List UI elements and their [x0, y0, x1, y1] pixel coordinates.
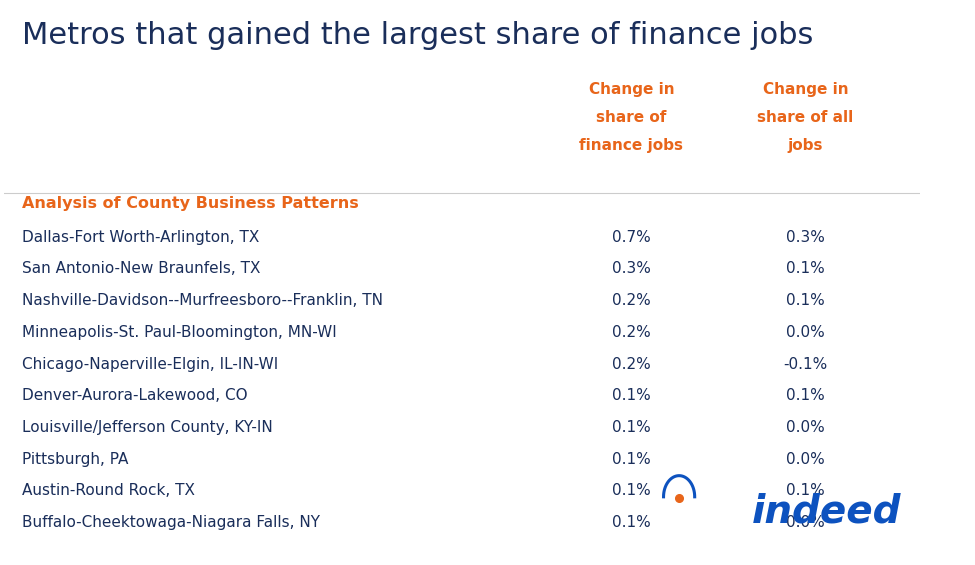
Text: 0.1%: 0.1% — [612, 452, 651, 467]
Text: 0.1%: 0.1% — [786, 262, 825, 276]
Text: 0.1%: 0.1% — [612, 420, 651, 435]
Text: 0.0%: 0.0% — [786, 452, 825, 467]
Text: 0.2%: 0.2% — [612, 325, 651, 340]
Text: 0.1%: 0.1% — [612, 515, 651, 530]
Text: 0.7%: 0.7% — [612, 229, 651, 245]
Text: 0.0%: 0.0% — [786, 515, 825, 530]
Text: Minneapolis-St. Paul-Bloomington, MN-WI: Minneapolis-St. Paul-Bloomington, MN-WI — [22, 325, 337, 340]
Text: Change in: Change in — [589, 82, 675, 97]
Text: 0.0%: 0.0% — [786, 420, 825, 435]
Text: Austin-Round Rock, TX: Austin-Round Rock, TX — [22, 484, 195, 498]
Text: 0.1%: 0.1% — [786, 388, 825, 403]
Text: 0.2%: 0.2% — [612, 357, 651, 372]
Text: 0.1%: 0.1% — [786, 484, 825, 498]
Text: share of: share of — [597, 110, 667, 125]
Text: Analysis of County Business Patterns: Analysis of County Business Patterns — [22, 196, 359, 211]
Text: Buffalo-Cheektowaga-Niagara Falls, NY: Buffalo-Cheektowaga-Niagara Falls, NY — [22, 515, 321, 530]
Text: Metros that gained the largest share of finance jobs: Metros that gained the largest share of … — [22, 21, 814, 50]
Text: 0.1%: 0.1% — [786, 293, 825, 308]
Text: 0.0%: 0.0% — [786, 325, 825, 340]
Text: -0.1%: -0.1% — [783, 357, 828, 372]
Text: 0.2%: 0.2% — [612, 293, 651, 308]
Text: Pittsburgh, PA: Pittsburgh, PA — [22, 452, 129, 467]
Text: 0.3%: 0.3% — [786, 229, 825, 245]
Text: San Antonio-New Braunfels, TX: San Antonio-New Braunfels, TX — [22, 262, 261, 276]
Text: finance jobs: finance jobs — [579, 138, 683, 153]
Text: 0.1%: 0.1% — [612, 484, 651, 498]
Text: indeed: indeed — [752, 492, 902, 530]
Text: Nashville-Davidson--Murfreesboro--Franklin, TN: Nashville-Davidson--Murfreesboro--Frankl… — [22, 293, 383, 308]
Text: 0.3%: 0.3% — [612, 262, 651, 276]
Text: Louisville/Jefferson County, KY-IN: Louisville/Jefferson County, KY-IN — [22, 420, 273, 435]
Text: Denver-Aurora-Lakewood, CO: Denver-Aurora-Lakewood, CO — [22, 388, 248, 403]
Text: Chicago-Naperville-Elgin, IL-IN-WI: Chicago-Naperville-Elgin, IL-IN-WI — [22, 357, 279, 372]
Text: 0.1%: 0.1% — [612, 388, 651, 403]
Text: jobs: jobs — [788, 138, 823, 153]
Text: Change in: Change in — [762, 82, 848, 97]
Text: Dallas-Fort Worth-Arlington, TX: Dallas-Fort Worth-Arlington, TX — [22, 229, 260, 245]
Text: share of all: share of all — [758, 110, 854, 125]
